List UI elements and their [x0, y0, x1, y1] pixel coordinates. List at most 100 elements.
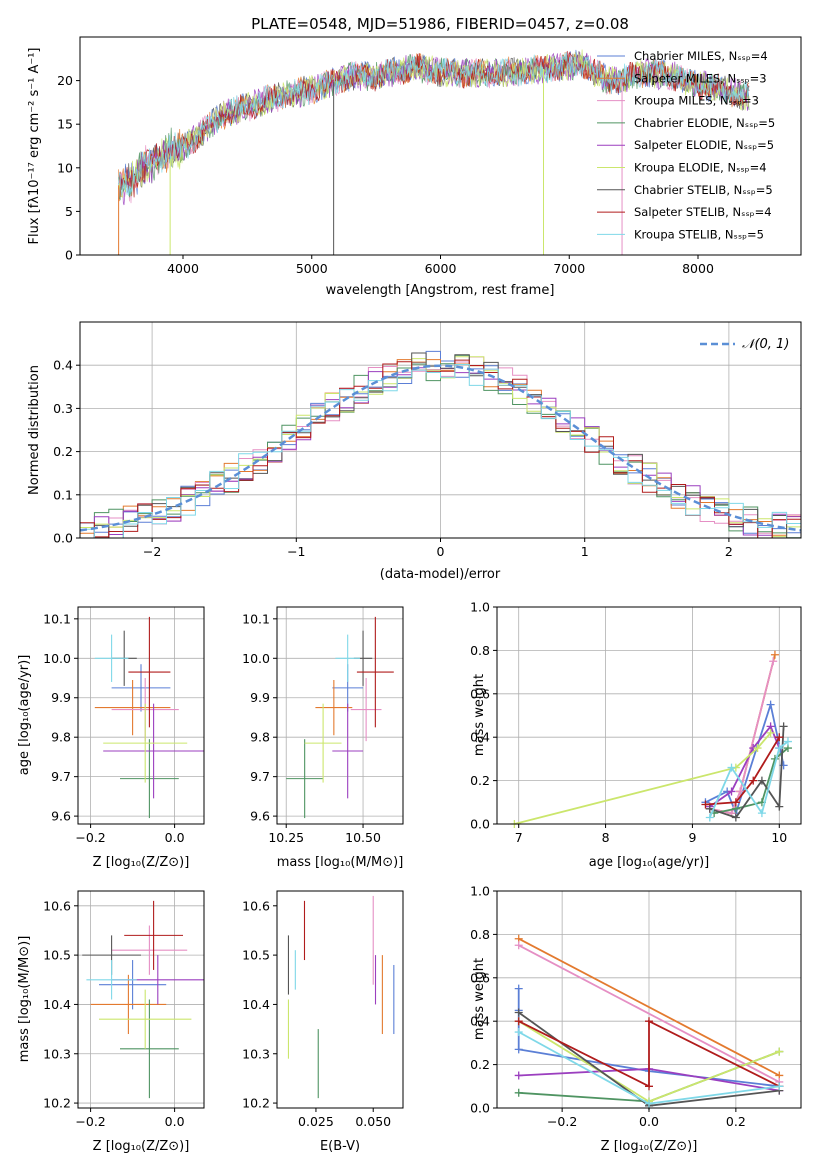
mass-vs-z-xlabel: Z [log₁₀(Z/Z⊙)]	[93, 1139, 190, 1154]
weight-marker	[757, 809, 766, 818]
weight-marker	[775, 802, 784, 811]
weight-marker	[645, 1017, 653, 1026]
error-bar-point	[99, 989, 192, 1049]
y-tick-label: 10.4	[242, 997, 270, 1012]
error-bar-point	[86, 960, 137, 1000]
y-tick-label: 0.2	[470, 773, 490, 788]
legend-label: Kroupa MILES, Nₛₛₚ=3	[634, 94, 759, 108]
x-tick-label: 8	[602, 830, 610, 845]
residual-histogram	[80, 356, 801, 538]
error-bar-point	[94, 679, 171, 736]
y-tick-label: 0.4	[53, 358, 73, 373]
weight-marker	[514, 1008, 523, 1017]
mass-vs-ebv-panel: 0.025 0.050 10.2 10.3 10.4 10.5 10.6 E(B-V)	[242, 890, 404, 1154]
y-tick-label: 9.8	[250, 730, 270, 745]
y-tick-label: 10.4	[43, 997, 71, 1012]
y-tick-label: 9.8	[51, 730, 71, 745]
y-tick-label: 0	[65, 248, 73, 263]
y-tick-label: 0.6	[470, 686, 490, 701]
x-tick-label: −0.2	[75, 830, 105, 845]
weight-series-line	[705, 736, 781, 806]
x-tick-label: −0.2	[547, 1114, 577, 1129]
y-tick-label: 10.3	[242, 1046, 270, 1061]
x-tick-label: 5000	[296, 261, 328, 276]
y-tick-label: 20	[57, 73, 73, 88]
error-bar-point	[94, 634, 129, 682]
x-tick-label: 2	[725, 544, 733, 559]
y-tick-label: 0.6	[470, 970, 490, 985]
weight-marker	[731, 813, 740, 822]
error-bar-point	[111, 925, 188, 975]
y-tick-label: 10	[57, 160, 73, 175]
age-vs-metallicity-panel: −0.2 0.0 9.6 9.7 9.8 9.9 10.0 10.1 Z [log₁₀(Z/Z…	[17, 606, 205, 870]
weight-marker	[775, 1047, 784, 1056]
y-tick-label: 10.6	[242, 898, 270, 913]
weight-marker	[514, 984, 523, 993]
y-tick-label: 10.3	[43, 1046, 71, 1061]
y-tick-label: 15	[57, 117, 73, 132]
y-tick-label: 0.3	[53, 401, 73, 416]
spectrum-title: PLATE=0548, MJD=51986, FIBERID=0457, z=0…	[251, 15, 629, 33]
weight-marker	[705, 804, 714, 813]
weight-marker	[645, 1082, 653, 1091]
y-tick-label: 0.2	[53, 444, 73, 459]
weight-marker	[731, 798, 740, 807]
x-tick-label: 8000	[682, 261, 714, 276]
spectrum-line	[118, 52, 750, 206]
legend-label: Chabrier MILES, Nₛₛₚ=4	[634, 49, 768, 63]
weight-series-line	[518, 937, 780, 1077]
weight-vs-z-xlabel: Z [log₁₀(Z/Z⊙)]	[601, 1139, 698, 1154]
spectrum-line	[118, 52, 750, 197]
weight-series-line	[514, 732, 772, 825]
residuals-legend-label: 𝒩(0, 1)	[742, 337, 789, 352]
y-tick-label: 0.0	[53, 531, 73, 546]
y-tick-label: 9.9	[51, 690, 71, 705]
y-tick-label: 9.7	[51, 769, 71, 784]
weight-marker	[783, 737, 792, 746]
weight-marker	[514, 1088, 523, 1097]
weight-marker	[727, 763, 736, 772]
mass-vs-z-ylabel: mass [log₁₀(M/M⊙)]	[17, 936, 32, 1063]
error-bar-point	[304, 703, 342, 783]
legend-label: Kroupa ELODIE, Nₛₛₚ=4	[634, 161, 767, 175]
y-tick-label: 9.9	[250, 690, 270, 705]
x-tick-label: −2	[143, 544, 161, 559]
spectrum-ylabel: Flux [fλ10⁻¹⁷ erg cm⁻² s⁻¹ A⁻¹]	[27, 48, 42, 245]
y-tick-label: 10.5	[242, 948, 270, 963]
weight-vs-z-ylabel: mass weight	[472, 958, 487, 1040]
x-tick-label: 10.25	[268, 830, 304, 845]
spectrum-xlabel: wavelength [Angstrom, rest frame]	[326, 283, 555, 298]
weight-marker	[770, 650, 779, 659]
error-bar-point	[286, 739, 324, 819]
residual-histogram	[80, 364, 801, 539]
legend-label: Salpeter ELODIE, Nₛₛₚ=5	[634, 138, 774, 152]
spectrum-panel: PLATE=0548, MJD=51986, FIBERID=0457, z=0…	[27, 15, 802, 298]
x-tick-label: 10	[771, 830, 787, 845]
normal-curve	[79, 364, 802, 532]
weight-marker	[766, 700, 775, 709]
error-bar-point	[124, 900, 183, 970]
y-tick-label: 1.0	[470, 600, 490, 615]
x-tick-label: 0.0	[165, 830, 185, 845]
x-tick-label: 0.025	[298, 1114, 334, 1129]
weight-marker	[775, 1082, 784, 1091]
x-tick-label: −0.2	[75, 1114, 105, 1129]
residuals-ylabel: Normed distribution	[27, 365, 42, 495]
weight-marker	[645, 1099, 653, 1108]
y-tick-label: 0.4	[470, 730, 490, 745]
weight-marker	[514, 1028, 523, 1037]
y-tick-label: 0.1	[53, 487, 73, 502]
error-bar-point	[350, 678, 382, 742]
weight-marker	[727, 787, 736, 796]
y-tick-label: 10.2	[43, 1096, 71, 1111]
y-tick-label: 0.0	[470, 817, 490, 832]
residuals-legend: 𝒩(0, 1)	[700, 337, 789, 352]
weight-marker	[769, 657, 778, 666]
error-bar-point	[90, 974, 167, 1035]
x-tick-label: 9	[688, 830, 696, 845]
weight-vs-age-panel: 7 8 9 10 0.0 0.2 0.4 0.6 0.8 1.0 age [log₁₀(age/y…	[470, 600, 802, 870]
y-tick-label: 10.5	[43, 948, 71, 963]
x-tick-label: 0	[437, 544, 445, 559]
weight-marker	[775, 733, 784, 742]
error-bar-point	[128, 616, 171, 728]
